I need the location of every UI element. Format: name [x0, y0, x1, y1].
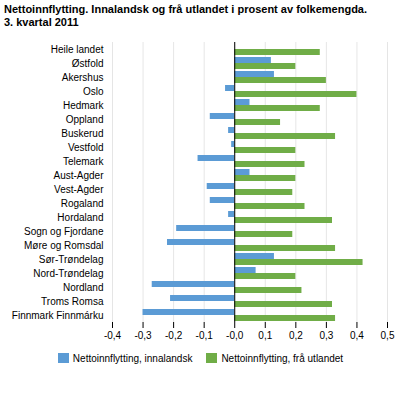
svg-text:Møre og Romsdal: Møre og Romsdal [24, 240, 103, 251]
svg-text:Oppland: Oppland [66, 114, 104, 125]
svg-text:Finnmark Finnmárku: Finnmark Finnmárku [12, 310, 104, 321]
svg-text:Hordaland: Hordaland [57, 212, 103, 223]
svg-text:0,4: 0,4 [350, 330, 364, 341]
svg-text:Heile landet: Heile landet [51, 44, 104, 55]
svg-text:Østfold: Østfold [72, 58, 104, 69]
svg-text:Sør-Trøndelag: Sør-Trøndelag [39, 254, 104, 265]
svg-text:0,1: 0,1 [258, 330, 272, 341]
svg-text:-0,3: -0,3 [134, 330, 152, 341]
svg-text:Sogn og Fjordane: Sogn og Fjordane [24, 226, 104, 237]
html-text:Nettoinnflytting, frå utlandet: Nettoinnflytting, frå utlandet [221, 353, 344, 364]
html-text:3. kvartal 2011: 3. kvartal 2011 [4, 16, 79, 28]
html-text:Nettoinnflytting, innalandsk: Nettoinnflytting, innalandsk [72, 353, 193, 364]
svg-text:Nord-Trøndelag: Nord-Trøndelag [33, 268, 103, 279]
svg-text:Akershus: Akershus [62, 72, 104, 83]
svg-text:Telemark: Telemark [63, 156, 105, 167]
svg-text:Vest-Agder: Vest-Agder [54, 184, 104, 195]
svg-text:Rogaland: Rogaland [61, 198, 104, 209]
svg-text:-0,1: -0,1 [196, 330, 214, 341]
svg-text:Oslo: Oslo [83, 86, 104, 97]
svg-text:Buskerud: Buskerud [61, 128, 103, 139]
svg-text:0,5: 0,5 [381, 330, 395, 341]
html-text:Nettoinnflytting. Innalandsk o: Nettoinnflytting. Innalandsk og frå utla… [4, 3, 367, 15]
svg-text:Troms Romsa: Troms Romsa [41, 296, 104, 307]
svg-text:Hedmark: Hedmark [63, 100, 105, 111]
svg-text:-0,2: -0,2 [165, 330, 183, 341]
svg-text:0,3: 0,3 [319, 330, 333, 341]
svg-text:0,2: 0,2 [289, 330, 303, 341]
svg-text:Aust-Agder: Aust-Agder [53, 170, 104, 181]
svg-text:-0,0: -0,0 [226, 330, 244, 341]
svg-text:Vestfold: Vestfold [68, 142, 104, 153]
svg-text:-0,4: -0,4 [104, 330, 122, 341]
svg-text:Nordland: Nordland [63, 282, 104, 293]
